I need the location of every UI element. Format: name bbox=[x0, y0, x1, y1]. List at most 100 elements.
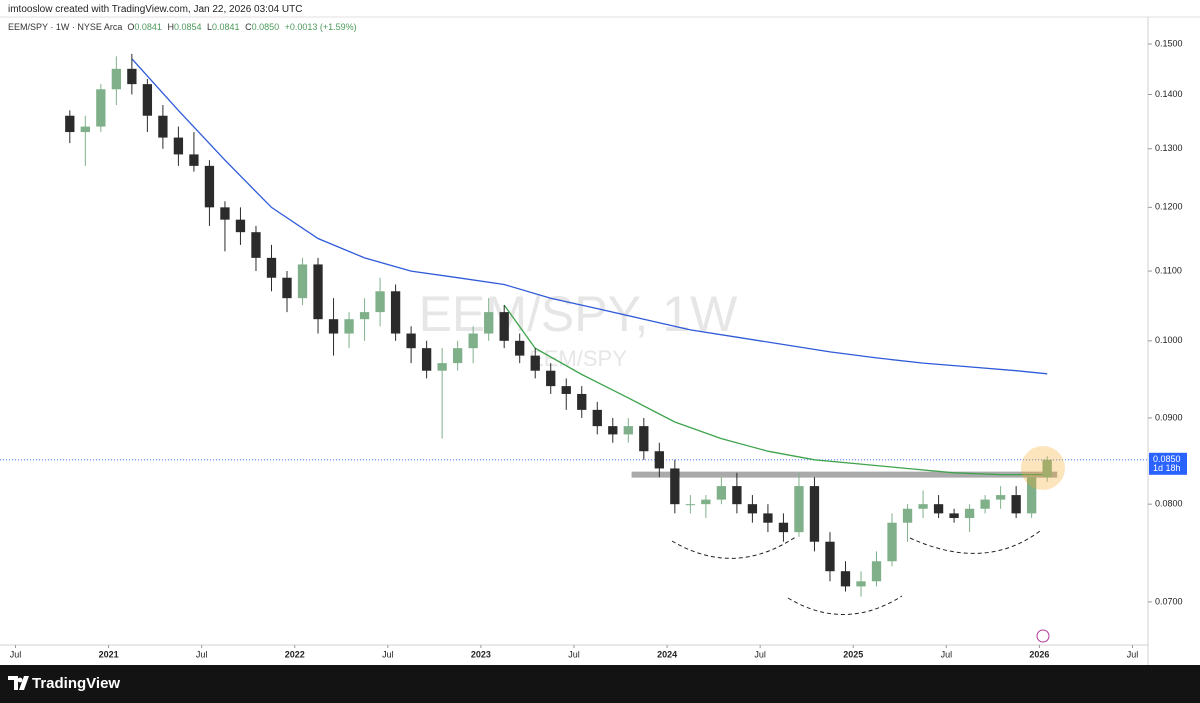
candle-body bbox=[1042, 459, 1052, 478]
candle-body bbox=[189, 154, 199, 166]
x-tick-label: 2021 bbox=[99, 649, 119, 659]
x-tick-label: 2024 bbox=[657, 649, 677, 659]
candle-body bbox=[856, 581, 866, 587]
candle-body bbox=[251, 232, 261, 258]
candle-body bbox=[778, 522, 789, 533]
candle-body bbox=[608, 426, 618, 435]
candle-body bbox=[918, 504, 928, 509]
drawing-left-shoulder bbox=[671, 535, 798, 559]
candle-body bbox=[577, 393, 587, 410]
candle-body bbox=[328, 319, 339, 334]
candle-body bbox=[1011, 495, 1021, 514]
watermark-sub: EEM/SPY bbox=[529, 346, 627, 371]
o-value: 0.0841 bbox=[134, 22, 162, 32]
legend: EEM/SPY · 1W · NYSE Arca O0.0841 H0.0854… bbox=[8, 22, 360, 32]
drawing-head bbox=[787, 595, 903, 615]
candle-body bbox=[995, 495, 1006, 500]
h-label: H bbox=[167, 22, 174, 32]
candle-body bbox=[282, 277, 292, 299]
candle-body bbox=[96, 89, 106, 127]
candle-body bbox=[670, 468, 680, 505]
c-label: C bbox=[245, 22, 252, 32]
candle-body bbox=[747, 504, 758, 514]
candle-body bbox=[65, 115, 75, 133]
candle-body bbox=[297, 264, 308, 299]
last-price-box bbox=[1149, 452, 1187, 475]
x-tick-label: 2026 bbox=[1029, 649, 1049, 659]
candle-body bbox=[933, 504, 944, 514]
candle-body bbox=[639, 426, 649, 452]
candle-body bbox=[763, 513, 773, 523]
y-tick-label: 0.1500 bbox=[1155, 38, 1183, 48]
candle-body bbox=[484, 312, 494, 334]
candle-body bbox=[344, 319, 354, 334]
drawing-right-shoulder bbox=[909, 530, 1041, 554]
x-tick-label: Jul bbox=[1127, 649, 1139, 659]
candle-body bbox=[452, 348, 463, 364]
moving-average bbox=[131, 58, 1048, 375]
y-tick-label: 0.1300 bbox=[1155, 143, 1183, 153]
x-tick-label: 2025 bbox=[843, 649, 863, 659]
symbol: EEM/SPY · 1W · NYSE Arca bbox=[8, 22, 123, 32]
candle-body bbox=[871, 561, 882, 582]
candle-body bbox=[313, 264, 323, 320]
candle-body bbox=[220, 207, 230, 220]
candle-body bbox=[359, 312, 370, 320]
moving-average bbox=[503, 304, 1048, 476]
highlight-circle bbox=[1021, 446, 1065, 490]
x-tick-label: Jul bbox=[754, 649, 766, 659]
x-tick-label: 2022 bbox=[285, 649, 305, 659]
c-value: 0.0850 bbox=[251, 22, 280, 32]
candle-body bbox=[732, 486, 742, 505]
l-value: 0.0841 bbox=[212, 22, 240, 32]
watermark: EEM/SPY, 1W bbox=[419, 286, 738, 342]
candle-body bbox=[654, 451, 664, 469]
x-tick-label: Jul bbox=[568, 649, 580, 659]
candle-body bbox=[530, 355, 540, 371]
candle-body bbox=[902, 508, 913, 523]
x-tick-label: Jul bbox=[382, 649, 394, 659]
candle-body bbox=[515, 340, 525, 356]
candle-body bbox=[468, 333, 478, 349]
change: +0.0013 (+1.59%) bbox=[284, 22, 357, 32]
last-price-label: 0.0850 bbox=[1153, 454, 1181, 464]
candle-body bbox=[980, 499, 990, 509]
candle-body bbox=[499, 312, 509, 341]
y-tick-label: 0.1000 bbox=[1155, 335, 1183, 345]
candle-body bbox=[825, 541, 835, 572]
candle-body bbox=[546, 370, 556, 387]
candle-body bbox=[266, 257, 277, 278]
x-tick-label: Jul bbox=[196, 649, 208, 659]
y-tick-label: 0.1400 bbox=[1155, 89, 1183, 99]
credit: imtooslow created with TradingView.com, … bbox=[8, 4, 303, 15]
candle-body bbox=[623, 426, 633, 435]
x-tick-label: Jul bbox=[10, 649, 22, 659]
h-value: 0.0854 bbox=[173, 22, 202, 32]
candle-body bbox=[375, 291, 385, 313]
candle-body bbox=[158, 115, 168, 138]
candle-body bbox=[390, 291, 401, 334]
candle-body bbox=[592, 409, 602, 427]
candle-body bbox=[809, 486, 820, 542]
y-tick-label: 0.0800 bbox=[1155, 499, 1183, 509]
brand: TradingView bbox=[32, 675, 121, 692]
candle-body bbox=[964, 508, 975, 519]
y-tick-label: 0.1100 bbox=[1155, 265, 1182, 275]
candle-body bbox=[840, 571, 851, 587]
candle-body bbox=[949, 513, 959, 519]
alert-icon bbox=[1036, 629, 1050, 643]
candle-body bbox=[561, 386, 571, 394]
plot bbox=[0, 53, 1148, 597]
candle-body bbox=[701, 499, 711, 505]
o-label: O bbox=[127, 22, 135, 32]
y-tick-label: 0.0700 bbox=[1155, 596, 1183, 606]
candle-body bbox=[437, 363, 447, 371]
candle-body bbox=[1026, 477, 1037, 514]
candle-body bbox=[80, 126, 90, 133]
candle-body bbox=[794, 486, 804, 533]
candle-body bbox=[127, 68, 137, 85]
candle-body bbox=[887, 522, 897, 562]
l-label: L bbox=[207, 22, 213, 32]
background bbox=[0, 0, 1200, 665]
